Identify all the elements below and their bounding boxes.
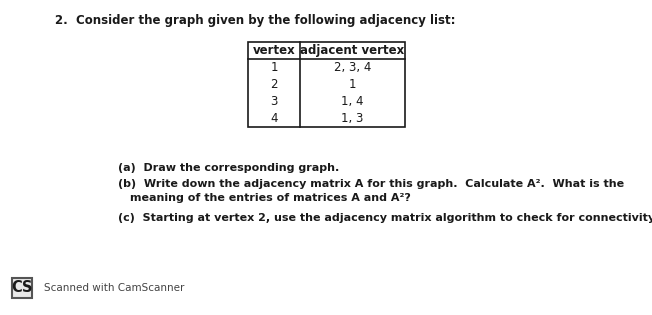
Text: 2, 3, 4: 2, 3, 4	[334, 61, 371, 74]
FancyBboxPatch shape	[12, 278, 32, 298]
Text: 2: 2	[270, 78, 278, 91]
Text: CS: CS	[11, 280, 33, 295]
Bar	[248, 42, 405, 127]
Text: 1: 1	[349, 78, 356, 91]
Text: 1: 1	[270, 61, 278, 74]
Text: 1, 3: 1, 3	[341, 112, 364, 125]
Text: meaning of the entries of matrices A and A²?: meaning of the entries of matrices A and…	[130, 193, 411, 203]
Text: (c)  Starting at vertex 2, use the adjacency matrix algorithm to check for conne: (c) Starting at vertex 2, use the adjace…	[118, 213, 652, 223]
Text: 1, 4: 1, 4	[341, 95, 364, 108]
Text: vertex: vertex	[252, 44, 295, 57]
Text: 4: 4	[270, 112, 278, 125]
Text: (a)  Draw the corresponding graph.: (a) Draw the corresponding graph.	[118, 163, 339, 173]
Text: 3: 3	[271, 95, 278, 108]
Text: adjacent vertex: adjacent vertex	[301, 44, 405, 57]
Text: 2.  Consider the graph given by the following adjacency list:: 2. Consider the graph given by the follo…	[55, 14, 456, 27]
Text: (b)  Write down the adjacency matrix A for this graph.  Calculate A².  What is t: (b) Write down the adjacency matrix A fo…	[118, 179, 624, 189]
Text: Scanned with CamScanner: Scanned with CamScanner	[44, 283, 185, 293]
